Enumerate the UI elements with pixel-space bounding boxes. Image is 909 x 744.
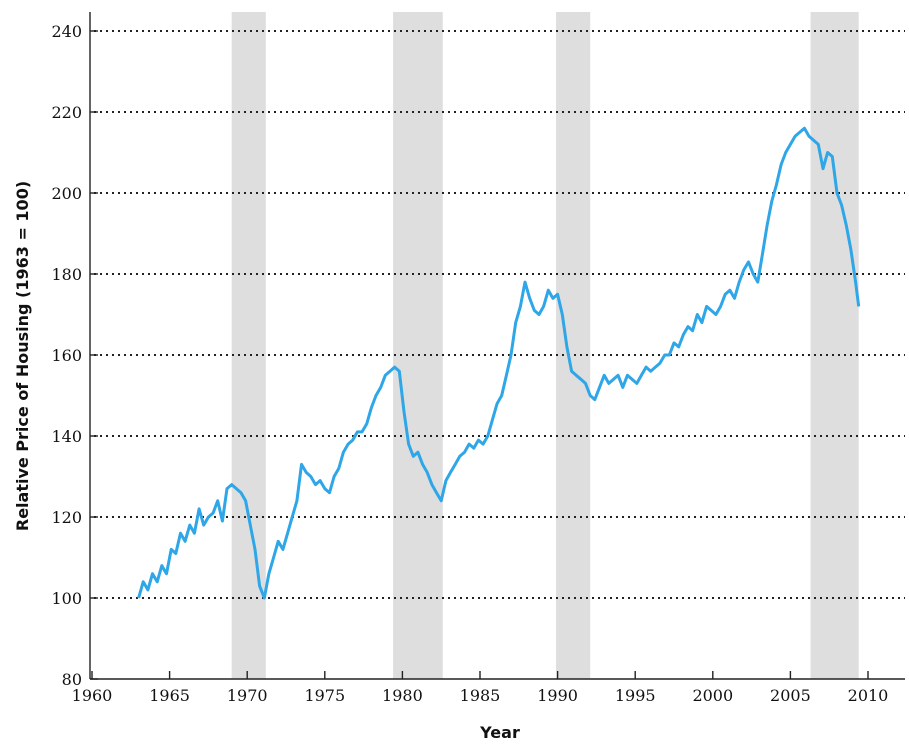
y-tick-label: 120 <box>51 508 82 527</box>
y-tick-label: 100 <box>51 589 82 608</box>
y-tick-label: 160 <box>51 346 82 365</box>
y-axis-title: Relative Price of Housing (1963 = 100) <box>13 181 32 531</box>
x-tick-label: 1985 <box>460 686 501 705</box>
x-axis-ticks: 1960 1965 1970 1975 1980 1985 1990 1995 2000 2005… <box>72 671 889 705</box>
y-tick-label: 80 <box>62 670 82 689</box>
x-tick-label: 2000 <box>692 686 733 705</box>
x-tick-label: 2010 <box>848 686 889 705</box>
axes <box>89 12 905 680</box>
recession-band <box>810 12 859 679</box>
x-tick-label: 1990 <box>537 686 578 705</box>
recession-band <box>231 12 266 679</box>
y-tick-label: 200 <box>51 184 82 203</box>
y-tick-label: 140 <box>51 427 82 446</box>
y-tick-label: 220 <box>51 103 82 122</box>
x-tick-label: 1970 <box>227 686 268 705</box>
y-tick-label: 180 <box>51 265 82 284</box>
recession-band <box>393 12 443 679</box>
x-tick-label: 1995 <box>615 686 656 705</box>
y-axis-ticks: 80 100 120 140 160 180 200 220 240 <box>51 22 98 689</box>
recession-band <box>556 12 591 679</box>
x-tick-label: 1965 <box>149 686 190 705</box>
housing-price-line <box>137 126 861 600</box>
recession-bands <box>231 12 859 679</box>
x-tick-label: 1980 <box>382 686 423 705</box>
gridlines <box>94 30 905 599</box>
x-axis-title: Year <box>479 723 520 742</box>
x-tick-label: 1975 <box>304 686 345 705</box>
x-tick-label: 2005 <box>770 686 811 705</box>
x-tick-label: 1960 <box>72 686 113 705</box>
y-tick-label: 240 <box>51 22 82 41</box>
